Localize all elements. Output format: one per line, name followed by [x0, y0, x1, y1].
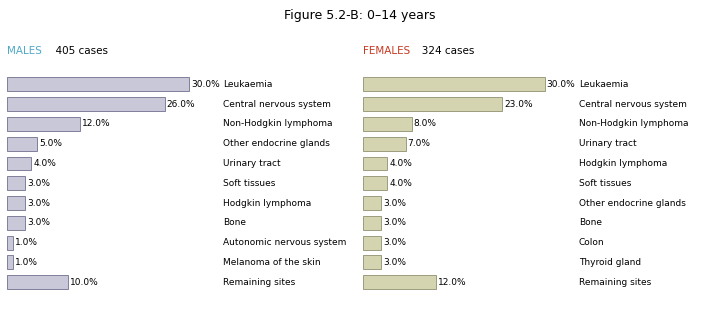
Bar [363, 176, 388, 190]
Text: 3.0%: 3.0% [383, 198, 406, 208]
Text: 7.0%: 7.0% [408, 139, 431, 148]
Bar [7, 137, 37, 151]
Text: 3.0%: 3.0% [27, 218, 50, 227]
Text: Leukaemia: Leukaemia [579, 80, 628, 89]
Text: 23.0%: 23.0% [504, 100, 533, 109]
Text: Figure 5.2-B: 0–14 years: Figure 5.2-B: 0–14 years [284, 9, 435, 22]
Text: Bone: Bone [579, 218, 602, 227]
Text: 4.0%: 4.0% [389, 179, 412, 188]
Text: 3.0%: 3.0% [27, 198, 50, 208]
Text: Central nervous system: Central nervous system [223, 100, 331, 109]
Bar [363, 156, 388, 170]
Bar [7, 97, 165, 111]
Bar [7, 256, 13, 269]
Text: Remaining sites: Remaining sites [579, 278, 651, 287]
Text: 3.0%: 3.0% [27, 179, 50, 188]
Text: Thyroid gland: Thyroid gland [579, 258, 641, 267]
Text: Urinary tract: Urinary tract [579, 139, 636, 148]
Text: 4.0%: 4.0% [33, 159, 56, 168]
Bar [363, 275, 436, 289]
Text: MALES: MALES [7, 46, 42, 56]
Text: 3.0%: 3.0% [383, 218, 406, 227]
Bar [7, 275, 68, 289]
Text: Hodgkin lymphoma: Hodgkin lymphoma [579, 159, 667, 168]
Text: 4.0%: 4.0% [389, 159, 412, 168]
Bar [363, 77, 545, 91]
Text: 1.0%: 1.0% [15, 238, 38, 247]
Text: Urinary tract: Urinary tract [223, 159, 280, 168]
Text: Other endocrine glands: Other endocrine glands [579, 198, 686, 208]
Text: 30.0%: 30.0% [546, 80, 575, 89]
Text: 10.0%: 10.0% [70, 278, 99, 287]
Text: FEMALES: FEMALES [363, 46, 411, 56]
Text: 3.0%: 3.0% [383, 258, 406, 267]
Bar [7, 216, 25, 230]
Bar [7, 156, 32, 170]
Bar [7, 236, 13, 250]
Text: Soft tissues: Soft tissues [579, 179, 631, 188]
Bar [363, 117, 411, 131]
Text: Remaining sites: Remaining sites [223, 278, 295, 287]
Text: 5.0%: 5.0% [40, 139, 63, 148]
Text: Non-Hodgkin lymphoma: Non-Hodgkin lymphoma [579, 119, 688, 128]
Text: Hodgkin lymphoma: Hodgkin lymphoma [223, 198, 311, 208]
Text: Colon: Colon [579, 238, 605, 247]
Text: Leukaemia: Leukaemia [223, 80, 273, 89]
Text: 26.0%: 26.0% [167, 100, 195, 109]
Bar [363, 97, 503, 111]
Text: 1.0%: 1.0% [15, 258, 38, 267]
Bar [363, 216, 381, 230]
Bar [363, 236, 381, 250]
Text: Soft tissues: Soft tissues [223, 179, 275, 188]
Text: 12.0%: 12.0% [82, 119, 110, 128]
Text: Other endocrine glands: Other endocrine glands [223, 139, 330, 148]
Text: Bone: Bone [223, 218, 246, 227]
Text: Central nervous system: Central nervous system [579, 100, 687, 109]
Text: Melanoma of the skin: Melanoma of the skin [223, 258, 321, 267]
Bar [363, 256, 381, 269]
Bar [7, 77, 189, 91]
Text: 324 cases: 324 cases [412, 46, 475, 56]
Bar [7, 117, 80, 131]
Text: 30.0%: 30.0% [191, 80, 219, 89]
Bar [363, 196, 381, 210]
Text: 8.0%: 8.0% [413, 119, 436, 128]
Text: Non-Hodgkin lymphoma: Non-Hodgkin lymphoma [223, 119, 332, 128]
Text: 405 cases: 405 cases [49, 46, 108, 56]
Text: 3.0%: 3.0% [383, 238, 406, 247]
Bar [363, 137, 406, 151]
Bar [7, 176, 25, 190]
Bar [7, 196, 25, 210]
Text: Autonomic nervous system: Autonomic nervous system [223, 238, 347, 247]
Text: 12.0%: 12.0% [438, 278, 466, 287]
